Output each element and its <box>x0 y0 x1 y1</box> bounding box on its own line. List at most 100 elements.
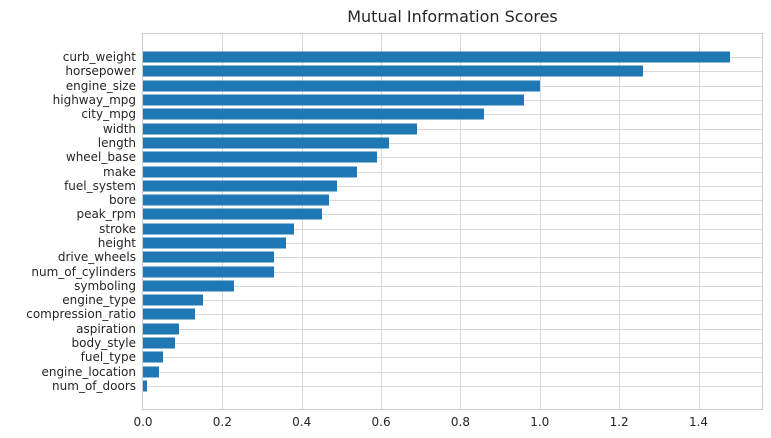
y-tick-label: make <box>103 164 136 179</box>
bar-row: drive_wheels <box>58 250 762 264</box>
bar-row: horsepower <box>65 64 762 78</box>
bar-row: engine_location <box>41 365 762 379</box>
y-tick-label: num_of_doors <box>52 378 136 393</box>
bar-row: engine_type <box>62 293 762 307</box>
bar <box>143 223 294 235</box>
y-tick-label: length <box>97 135 136 150</box>
y-gridline <box>143 157 762 159</box>
y-tick-label: horsepower <box>65 64 136 79</box>
bar <box>143 166 358 178</box>
y-tick-label: height <box>97 236 136 250</box>
bar-row: num_of_doors <box>52 379 762 393</box>
x-gridline <box>301 34 303 409</box>
bar <box>143 266 274 278</box>
y-tick-label: fuel_type <box>80 350 136 365</box>
bar-row: curb_weight <box>63 50 762 64</box>
y-gridline <box>143 214 762 216</box>
bar-row: body_style <box>72 336 762 350</box>
y-tick-label: bore <box>108 193 136 208</box>
y-gridline <box>143 300 762 302</box>
y-gridline <box>143 271 762 273</box>
bar-row: make <box>103 164 762 179</box>
x-gridline <box>222 34 224 409</box>
y-tick-label: engine_size <box>65 78 136 93</box>
y-gridline <box>143 385 762 387</box>
y-gridline <box>143 257 762 259</box>
y-gridline <box>143 142 762 144</box>
y-tick-label: width <box>102 121 136 136</box>
bar <box>143 108 485 120</box>
bar-rows: curb_weight horsepower engine_size highway_… <box>26 50 762 393</box>
bar-row: peak_rpm <box>76 207 762 221</box>
x-tick-labels: 0.0 0.2 0.4 0.6 0.8 1.0 1.2 1.4 <box>133 409 762 429</box>
bar-row: fuel_system <box>64 179 762 193</box>
y-gridline <box>143 171 762 173</box>
y-tick-label: fuel_system <box>64 178 136 193</box>
y-tick-label: body_style <box>71 336 136 351</box>
bar-row: wheel_base <box>66 150 762 164</box>
bar-row: width <box>103 121 762 136</box>
x-tick-label: 1.2 <box>609 415 629 429</box>
x-tick-label: 0.8 <box>450 415 470 429</box>
bar <box>143 180 338 192</box>
bar <box>143 251 274 263</box>
bar-row: height <box>98 236 762 250</box>
x-tick-label: 0.4 <box>292 415 312 429</box>
x-tick-label: 1.4 <box>688 415 709 429</box>
y-tick-label: symboling <box>74 278 136 293</box>
bar-row: city_mpg <box>81 107 762 121</box>
plot-area: curb_weight horsepower engine_size highway_… <box>26 33 763 429</box>
bar <box>143 308 195 320</box>
bar <box>143 351 163 363</box>
bar-row: fuel_type <box>81 350 762 364</box>
bar-row: compression_ratio <box>26 307 762 321</box>
bar <box>143 151 378 163</box>
bar-row: num_of_cylinders <box>31 264 762 279</box>
bar <box>143 80 540 92</box>
y-tick-label: engine_type <box>62 293 136 308</box>
bar <box>143 380 147 392</box>
x-gridline <box>381 34 383 409</box>
y-tick-label: highway_mpg <box>52 93 136 108</box>
bar-row: stroke <box>99 222 762 236</box>
bar <box>143 65 643 77</box>
chart-title: Mutual Information Scores <box>347 7 558 26</box>
x-gridline <box>698 34 700 409</box>
bar <box>143 237 286 249</box>
bar-row: highway_mpg <box>53 93 762 107</box>
y-gridline <box>143 314 762 316</box>
bar-row: bore <box>109 193 762 207</box>
y-gridline <box>143 243 762 244</box>
bar-row: length <box>98 136 762 150</box>
y-gridline <box>143 343 762 345</box>
x-gridline <box>460 34 462 409</box>
x-gridline <box>619 34 621 409</box>
bar <box>143 51 731 63</box>
y-gridline <box>143 185 762 187</box>
bar <box>143 137 389 149</box>
y-tick-label: engine_location <box>41 364 136 379</box>
y-gridline <box>143 228 762 230</box>
bar <box>143 366 159 378</box>
y-gridline <box>143 200 762 202</box>
bar <box>143 323 179 335</box>
y-tick-label: city_mpg <box>81 107 136 122</box>
y-tick-label: compression_ratio <box>26 307 136 322</box>
y-tick-label: aspiration <box>76 321 136 336</box>
bar-row: aspiration <box>76 322 762 336</box>
y-gridline <box>143 128 762 130</box>
bar <box>143 94 524 106</box>
bar <box>143 123 417 135</box>
y-gridline <box>143 371 762 373</box>
y-tick-label: wheel_base <box>65 150 136 165</box>
y-tick-label: curb_weight <box>62 50 136 65</box>
bar-row: symboling <box>74 279 762 293</box>
bar <box>143 280 235 292</box>
y-tick-label: num_of_cylinders <box>31 264 136 279</box>
y-gridline <box>143 328 762 330</box>
y-gridline <box>143 357 762 359</box>
y-tick-label: drive_wheels <box>57 250 136 265</box>
x-tick-label: 0.6 <box>371 415 391 429</box>
x-tick-label: 1.0 <box>530 415 550 429</box>
